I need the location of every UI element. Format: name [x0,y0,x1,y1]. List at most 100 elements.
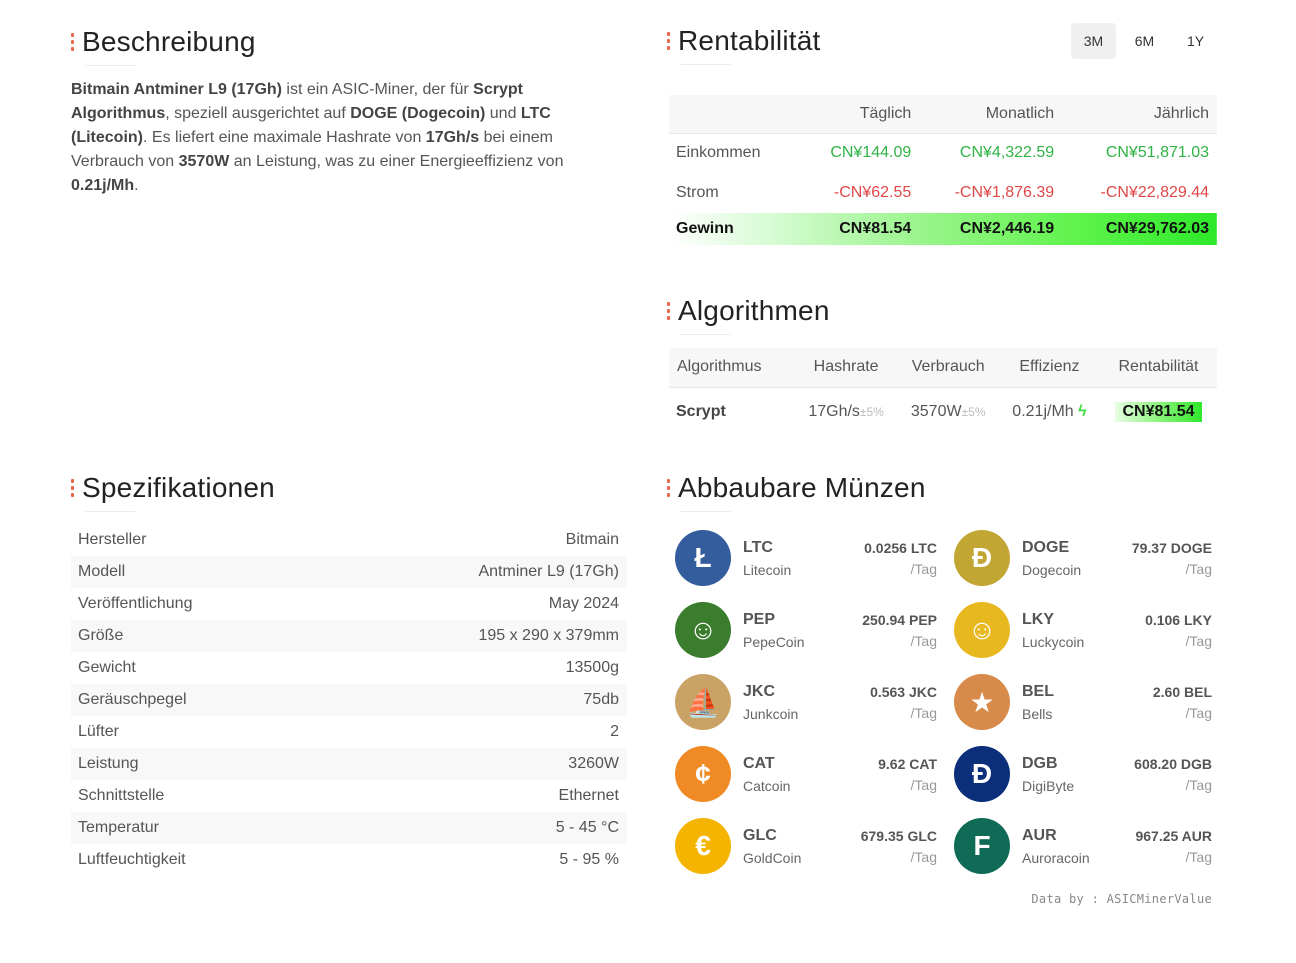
coin-item[interactable]: F AUR Auroracoin 967.25 AUR /Tag [954,818,1212,874]
description-highlight: 3570W [178,153,230,170]
spec-value: 5 - 95 % [559,851,619,868]
spec-label: Schnittstelle [78,787,165,804]
spec-value: Ethernet [558,787,619,804]
coin-symbol: BEL [1022,683,1054,700]
coin-symbol: PEP [743,611,776,628]
coins-heading: Abbaubare Münzen [667,472,926,512]
coins-grid: Ł LTC Litecoin 0.0256 LTC /Tag Ð DOGE Do… [675,530,1220,874]
hashrate-tolerance: ±5% [859,405,884,420]
coin-name: DigiByte [1022,778,1075,794]
profit-yearly: CN¥29,762.03 [1105,220,1209,237]
description-fragment: . Es liefert eine maximale Hashrate von [143,129,426,146]
coin-unit: /Tag [1185,849,1212,865]
spec-row: Hersteller Bitmain [71,524,627,556]
spec-value: 5 - 45 °C [555,819,619,836]
spec-value: 2 [610,723,619,740]
coin-item[interactable]: ☺ PEP PepeCoin 250.94 PEP /Tag [675,602,937,658]
description-fragment: ist ein ASIC-Miner, der für [281,81,474,98]
spec-value: 3260W [568,755,619,772]
bells-logo-icon: ★ [954,674,1010,730]
auroracoin-logo-icon: F [954,818,1010,874]
coin-item[interactable]: ¢ CAT Catcoin 9.62 CAT /Tag [675,746,937,802]
coin-item[interactable]: Ł LTC Litecoin 0.0256 LTC /Tag [675,530,937,586]
coin-name: Catcoin [743,778,791,794]
coin-unit: /Tag [1185,777,1212,793]
coin-amount: 79.37 DOGE [1131,540,1212,556]
tab-1y[interactable]: 1Y [1186,33,1205,49]
table-header [669,95,802,134]
dogecoin-logo-icon: Ð [954,530,1010,586]
coin-item[interactable]: ★ BEL Bells 2.60 BEL /Tag [954,674,1212,730]
profitability-heading: Rentabilität [667,25,821,65]
coin-symbol: LKY [1022,611,1054,628]
coin-symbol: GLC [743,827,777,844]
coin-item[interactable]: ⛵ JKC Junkcoin 0.563 JKC /Tag [675,674,937,730]
table-header: Monatlich [919,95,1063,134]
spec-value: May 2024 [548,595,619,612]
spec-label: Temperatur [78,819,159,836]
coin-amount: 679.35 GLC [860,828,937,844]
table-header: Effizienz [998,348,1100,388]
algorithms-table: Algorithmus Hashrate Verbrauch Effizienz… [669,348,1217,437]
spec-value: Antminer L9 (17Gh) [478,563,619,580]
coin-item[interactable]: € GLC GoldCoin 679.35 GLC /Tag [675,818,937,874]
description-fragment: bei einem Verbrauch von [71,129,553,170]
table-row: Scrypt 17Gh/s±5% 3570W±5% 0.21j/Mh ϟ CN¥… [669,387,1217,437]
coin-symbol: JKC [743,683,776,700]
profitability-title: Rentabilität [678,25,821,56]
spec-label: Luftfeuchtigkeit [78,851,186,868]
algorithm-profitability: CN¥81.54 [1100,387,1217,437]
hashrate-value: 17Gh/s [808,403,860,421]
tab-3m[interactable]: 3M [1071,23,1116,59]
coin-symbol: LTC [743,539,773,556]
description-heading: Beschreibung [71,26,256,66]
coin-name: Bells [1022,706,1053,722]
algorithm-power: 3570W±5% [897,387,998,437]
coin-unit: /Tag [910,561,937,577]
table-header-row: Täglich Monatlich Jährlich [669,95,1217,134]
goldcoin-logo-icon: € [675,818,731,874]
coin-item[interactable]: Đ DGB DigiByte 608.20 DGB /Tag [954,746,1212,802]
spec-row: Temperatur 5 - 45 °C [71,812,627,844]
description-highlight: 17Gh/s [425,129,480,146]
specs-title: Spezifikationen [82,472,275,503]
spec-row: Veröffentlichung May 2024 [71,588,627,620]
spec-label: Lüfter [78,723,119,740]
coin-symbol: DGB [1022,755,1058,772]
coin-item[interactable]: Ð DOGE Dogecoin 79.37 DOGE /Tag [954,530,1212,586]
coin-name: Litecoin [743,562,792,578]
coin-amount: 250.94 PEP [862,612,937,628]
spec-row: Luftfeuchtigkeit 5 - 95 % [71,844,627,876]
coin-name: Auroracoin [1022,850,1090,866]
period-tabs: 3M 6M 1Y [1071,23,1218,59]
spec-label: Hersteller [78,531,147,548]
spec-row: Gewicht 13500g [71,652,627,684]
tab-6m[interactable]: 6M [1134,33,1155,49]
coin-symbol: AUR [1022,827,1057,844]
coin-unit: /Tag [910,777,937,793]
description-highlight: DOGE (Dogecoin) [350,105,486,122]
description-highlight: 0.21j/Mh [71,177,135,194]
algorithms-title: Algorithmen [678,295,830,326]
coin-amount: 0.0256 LTC [864,540,937,556]
algorithm-efficiency: 0.21j/Mh ϟ [999,387,1100,437]
income-yearly: CN¥51,871.03 [1105,144,1209,162]
coin-item[interactable]: ☺ LKY Luckycoin 0.106 LKY /Tag [954,602,1212,658]
algorithm-hashrate: 17Gh/s±5% [795,387,898,437]
specs-heading: Spezifikationen [71,472,275,512]
specs-list: Hersteller Bitmain Modell Antminer L9 (17Gh… [71,524,627,876]
description-fragment: , speziell ausgerichtet auf [165,105,351,122]
coin-amount: 2.60 BEL [1152,684,1212,700]
coin-unit: /Tag [1185,561,1212,577]
catcoin-logo-icon: ¢ [675,746,731,802]
spec-label: Modell [78,563,126,580]
spec-value: 195 x 290 x 379mm [478,627,619,644]
spec-label: Veröffentlichung [78,595,193,612]
row-label: Strom [676,184,719,201]
profit-badge: CN¥81.54 [1115,402,1202,423]
spec-value: Bitmain [565,531,619,548]
power-daily: -CN¥62.55 [833,184,912,201]
coin-symbol: CAT [743,755,775,772]
coin-unit: /Tag [910,849,937,865]
coin-unit: /Tag [910,705,937,721]
